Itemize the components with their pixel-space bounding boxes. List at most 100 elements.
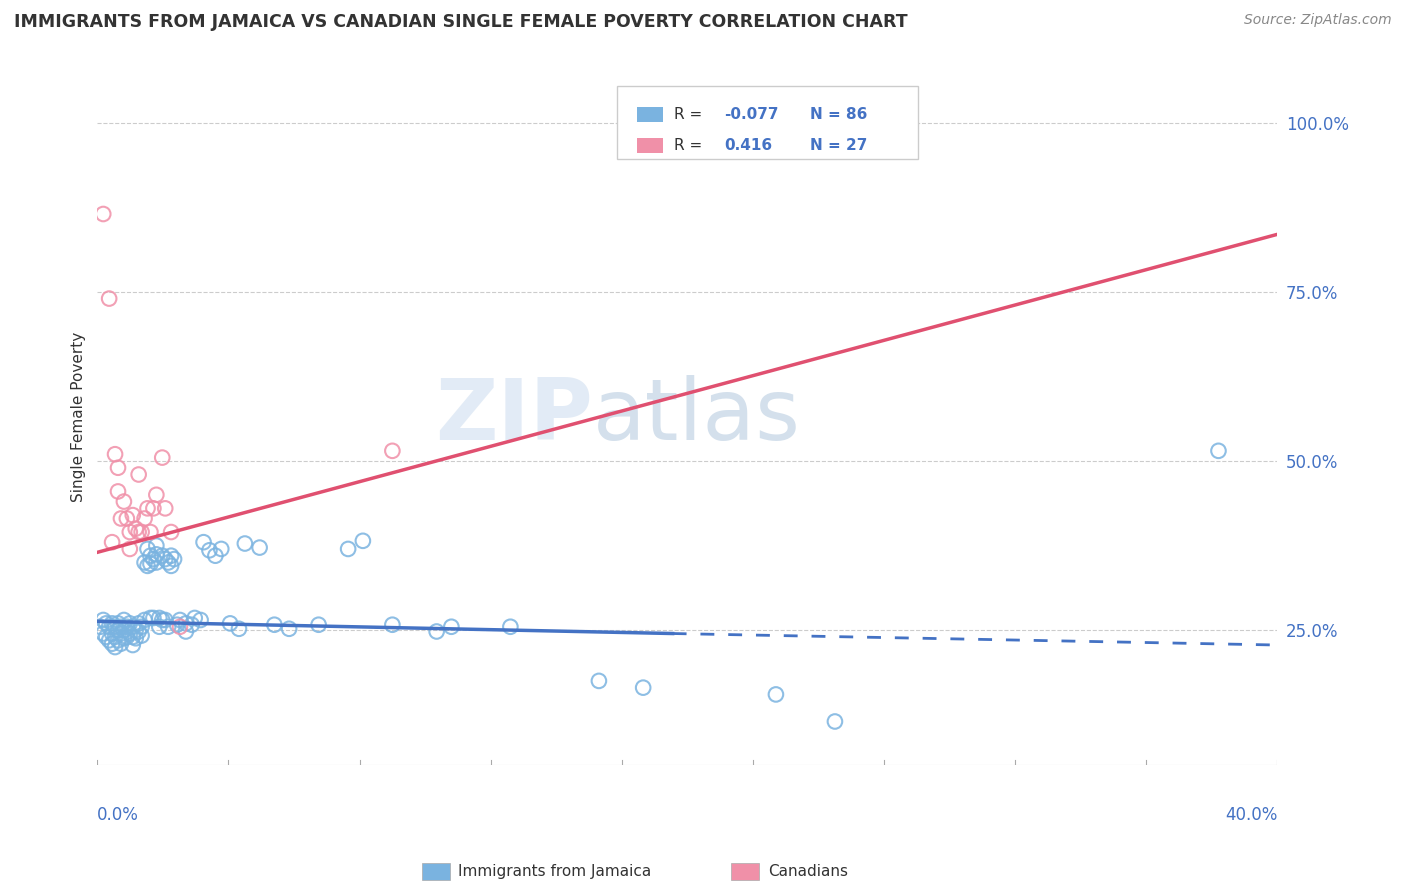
Point [145,488,167,502]
Point [107,460,129,475]
Point [190,613,212,627]
Point [112,632,135,646]
Point [101,535,124,549]
Point [166,617,188,632]
Point [631,681,654,695]
Point [91,613,114,627]
Text: -0.077: -0.077 [724,107,779,122]
Point [128,467,150,482]
Point [381,617,404,632]
Text: Canadians: Canadians [768,864,848,879]
Point [157,556,180,570]
FancyBboxPatch shape [617,86,918,159]
Point [142,611,165,625]
Point [765,687,787,701]
Text: atlas: atlas [593,376,801,458]
Point [104,447,127,461]
Point [128,616,150,631]
Y-axis label: Single Female Poverty: Single Female Poverty [72,332,86,502]
Point [134,556,156,570]
Point [131,629,153,643]
Point [98,620,121,634]
Point [104,640,127,654]
Point [96,616,118,631]
Point [115,630,138,644]
Point [588,673,610,688]
Point [118,524,141,539]
Text: Immigrants from Jamaica: Immigrants from Jamaica [458,864,651,879]
Point [121,630,143,644]
Point [139,549,162,563]
Point [110,511,132,525]
Point [145,556,167,570]
Point [134,613,156,627]
Point [180,617,202,632]
Point [150,613,173,627]
Point [101,616,124,631]
Point [308,617,330,632]
Point [155,501,177,516]
Point [107,623,129,637]
Point [131,620,153,634]
Point [107,484,129,499]
Point [499,620,522,634]
Text: 0.0%: 0.0% [97,806,139,824]
Text: 40.0%: 40.0% [1225,806,1278,824]
Point [107,616,129,631]
Point [249,541,271,555]
Point [228,622,250,636]
Point [163,552,186,566]
Point [118,616,141,631]
Text: N = 86: N = 86 [810,107,868,122]
Point [91,626,114,640]
Point [118,541,141,556]
Point [112,494,135,508]
Point [824,714,846,729]
Point [145,547,167,561]
Point [125,522,148,536]
Point [125,632,148,646]
Bar [637,107,662,122]
Point [139,611,162,625]
Point [337,541,360,556]
Point [98,633,121,648]
Point [91,207,114,221]
Point [219,616,242,631]
Point [136,501,159,516]
Point [169,620,191,634]
Point [155,613,177,627]
Point [157,620,180,634]
Point [198,543,221,558]
Point [121,620,143,634]
Point [139,524,162,539]
Point [118,626,141,640]
Point [169,613,191,627]
Bar [637,138,662,153]
Point [183,611,205,625]
Point [426,624,449,639]
Point [160,549,183,563]
Point [150,450,173,465]
Point [107,633,129,648]
Point [89,620,111,634]
Point [160,524,183,539]
Point [209,541,232,556]
Point [148,611,170,625]
Point [148,620,170,634]
Point [150,549,173,563]
Point [104,620,127,634]
Point [440,620,463,634]
Point [125,623,148,637]
Point [174,616,197,631]
Point [128,524,150,539]
Point [112,613,135,627]
Text: Source: ZipAtlas.com: Source: ZipAtlas.com [1244,13,1392,28]
Text: IMMIGRANTS FROM JAMAICA VS CANADIAN SINGLE FEMALE POVERTY CORRELATION CHART: IMMIGRANTS FROM JAMAICA VS CANADIAN SING… [14,13,908,31]
Point [104,630,127,644]
Point [136,541,159,556]
Point [101,626,124,640]
Point [233,536,256,550]
Point [145,539,167,553]
Point [96,630,118,644]
Point [110,620,132,634]
